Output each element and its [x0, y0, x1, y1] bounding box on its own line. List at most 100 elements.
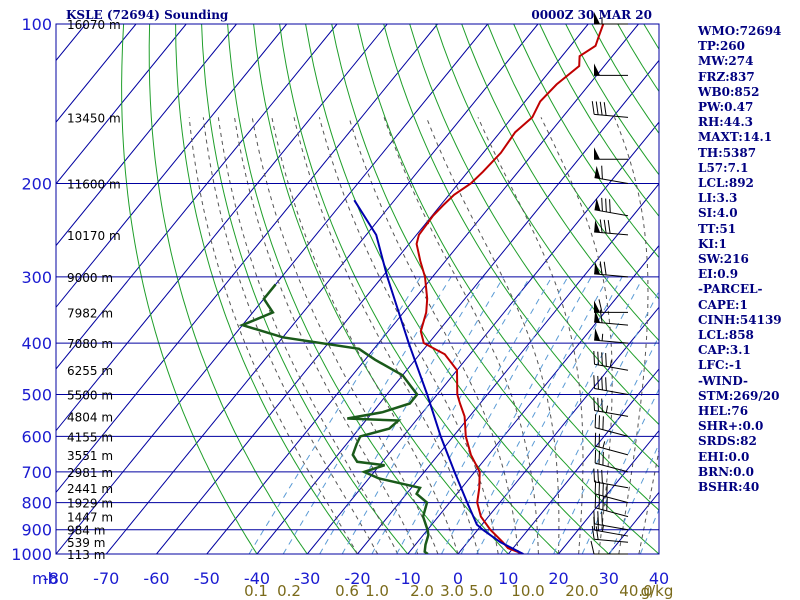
- mixing-ratio-label: 1.0: [365, 582, 389, 600]
- stat-item: -WIND-: [698, 373, 748, 388]
- stat-item: MAXT:14.1: [698, 130, 773, 145]
- moist-adiabat-line: [638, 447, 659, 554]
- dry-adiabat-line: [175, 24, 358, 554]
- stat-item: BSHR:40: [698, 480, 760, 495]
- mixing-ratio-labels: 0.1 0.2 0.6 1.0 2.0 3.0 5.0 10.0 20.0 40.0g/kg: [244, 582, 673, 600]
- stat-item: LI:3.3: [698, 191, 738, 206]
- dry-adiabat-line: [305, 24, 610, 554]
- wind-barb-staff: [594, 363, 629, 371]
- wind-barb-staff: [594, 538, 629, 543]
- pressure-tick-label: 1000: [11, 545, 52, 564]
- wind-barb: [594, 197, 629, 217]
- height-label: 6255 m: [67, 364, 113, 378]
- dry-adiabat-line: [409, 24, 659, 426]
- height-label: 2441 m: [67, 482, 113, 496]
- wind-barb: [593, 510, 629, 531]
- dry-adiabat-line: [435, 24, 659, 384]
- wind-barb-flag: [597, 375, 599, 390]
- wind-barb-staff: [594, 523, 629, 531]
- mixing-ratio-label: 0.2: [277, 582, 301, 600]
- wind-barb-pennant: [594, 310, 601, 323]
- moist-adiabat-line: [425, 117, 560, 554]
- stat-item: EI:0.9: [698, 267, 739, 282]
- wind-barb-flag: [603, 219, 607, 234]
- stat-item: LCL:858: [698, 328, 754, 343]
- isotherm-line: [56, 24, 438, 494]
- mixing-ratio-label: 0.1: [244, 582, 268, 600]
- wind-barb-flag: [599, 261, 603, 275]
- height-label: 5500 m: [67, 388, 113, 402]
- pressure-tick-label: 800: [21, 494, 52, 513]
- moist-adiabats: [188, 117, 659, 554]
- wind-barb: [593, 397, 629, 417]
- wind-barb: [594, 494, 629, 518]
- stats-panel: WMO:72694 TP:260 MW:274 FRZ:837 WB0:852 PW:0.…: [698, 24, 798, 495]
- wind-barb-flag: [605, 198, 607, 212]
- mixing-ratio-line: [371, 276, 531, 554]
- temperature-tick-label: 40: [649, 569, 669, 588]
- wind-barb-staff: [594, 321, 629, 326]
- wind-barb-flag: [601, 197, 603, 212]
- moist-adiabat-line: [202, 117, 379, 554]
- temperature-tick-label: -10: [395, 569, 421, 588]
- wind-barb-flag: [601, 511, 603, 526]
- wind-barb-flag: [601, 352, 603, 366]
- height-label: 2981 m: [67, 466, 113, 480]
- wind-barb-flag: [593, 350, 596, 365]
- wind-barb-half-flag: [602, 441, 606, 449]
- pressure-tick-label: 300: [21, 268, 52, 287]
- wind-barb-half-flag: [605, 405, 609, 413]
- wind-barb-pennant: [594, 12, 600, 24]
- stat-item: HEL:76: [698, 404, 749, 419]
- isotherm-line: [56, 24, 338, 370]
- wind-barb: [594, 63, 628, 76]
- stat-item: TP:260: [698, 39, 746, 54]
- temperature-tick-label: 30: [599, 569, 619, 588]
- isotherm-line: [156, 24, 589, 554]
- wind-barb-flag: [597, 397, 599, 412]
- pressure-unit-label: mb: [32, 569, 58, 588]
- wind-barb: [594, 414, 629, 437]
- stat-item: FRZ:837: [698, 69, 755, 84]
- wind-barb-flag: [605, 353, 607, 367]
- wind-barb-flag: [593, 397, 596, 411]
- mixing-ratio-line: [460, 276, 609, 554]
- wind-barb-flag: [595, 101, 599, 115]
- wind-barb-staff: [594, 339, 629, 344]
- temperature-tick-label: 20: [548, 569, 568, 588]
- moist-adiabat-line: [383, 117, 539, 554]
- wind-barb-staff: [595, 427, 629, 437]
- isotherm-line: [357, 183, 659, 554]
- temperature-curve: [415, 24, 605, 554]
- wind-barb-flag: [591, 525, 595, 540]
- mixing-ratio-line: [553, 335, 659, 554]
- wind-barb-flag: [593, 510, 596, 524]
- plot-frame: [55, 23, 660, 555]
- mixing-ratio-label: 0.6: [335, 582, 359, 600]
- wind-barb-staff: [594, 388, 629, 395]
- wind-barb-pennant: [594, 219, 601, 233]
- wind-barb-half-flag: [609, 360, 612, 368]
- wind-barb-staff: [595, 507, 629, 518]
- dry-adiabat-line: [357, 24, 659, 511]
- stat-item: WMO:72694: [698, 24, 782, 38]
- wind-barb: [594, 165, 629, 185]
- wind-barb-pennant: [594, 147, 600, 160]
- wind-barb-staff: [594, 273, 629, 278]
- dewpoint-curve: [238, 283, 430, 554]
- temperature-tick-label: -50: [194, 569, 220, 588]
- height-label: 11600 m: [67, 178, 121, 192]
- parcel-curve: [353, 199, 524, 554]
- dry-adiabat-line: [513, 24, 659, 259]
- height-label: 7080 m: [67, 337, 113, 351]
- mixing-ratio-line: [396, 276, 553, 554]
- stat-item: CAPE:1: [698, 297, 748, 312]
- moist-adiabat-line: [188, 117, 358, 554]
- temperature-tick-label: -20: [344, 569, 370, 588]
- dry-adiabat-line: [148, 24, 308, 554]
- moist-adiabat-line: [217, 117, 399, 554]
- wind-barb: [594, 449, 629, 473]
- moist-adiabat-line: [540, 117, 613, 554]
